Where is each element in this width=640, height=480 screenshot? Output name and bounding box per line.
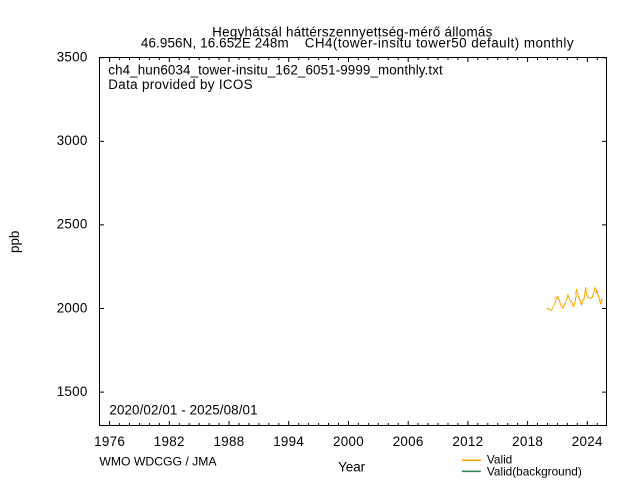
svg-text:WMO WDCGG / JMA: WMO WDCGG / JMA (99, 454, 217, 468)
svg-text:Hegyhátsál háttérszennyettség-: Hegyhátsál háttérszennyettség-mérő állom… (212, 25, 492, 40)
svg-text:2018: 2018 (512, 434, 543, 449)
svg-text:3000: 3000 (57, 133, 88, 148)
svg-text:2000: 2000 (333, 434, 364, 449)
svg-text:ch4_hun6034_tower-insitu_162_6: ch4_hun6034_tower-insitu_162_6051-9999_m… (108, 62, 443, 77)
svg-text:Data provided by ICOS: Data provided by ICOS (108, 77, 253, 92)
svg-text:Valid: Valid (487, 453, 512, 467)
svg-text:Valid(background): Valid(background) (487, 465, 582, 479)
svg-text:1982: 1982 (154, 434, 185, 449)
svg-text:ppb: ppb (7, 231, 22, 253)
svg-text:2006: 2006 (393, 434, 424, 449)
svg-text:2500: 2500 (57, 217, 88, 232)
svg-text:3500: 3500 (57, 50, 88, 65)
svg-text:1988: 1988 (214, 434, 245, 449)
svg-text:2000: 2000 (57, 300, 88, 315)
svg-text:1976: 1976 (94, 434, 125, 449)
svg-text:Year: Year (338, 459, 366, 474)
svg-text:1500: 1500 (57, 384, 88, 399)
svg-text:2020/02/01 - 2025/08/01: 2020/02/01 - 2025/08/01 (109, 403, 257, 418)
svg-text:1994: 1994 (273, 434, 304, 449)
svg-text:CH4(tower-insitu tower50 defau: CH4(tower-insitu tower50 default) monthl… (305, 35, 574, 50)
svg-text:2012: 2012 (452, 434, 483, 449)
svg-text:46.956N, 16.652E 248m: 46.956N, 16.652E 248m (141, 35, 289, 50)
svg-text:2024: 2024 (572, 434, 603, 449)
